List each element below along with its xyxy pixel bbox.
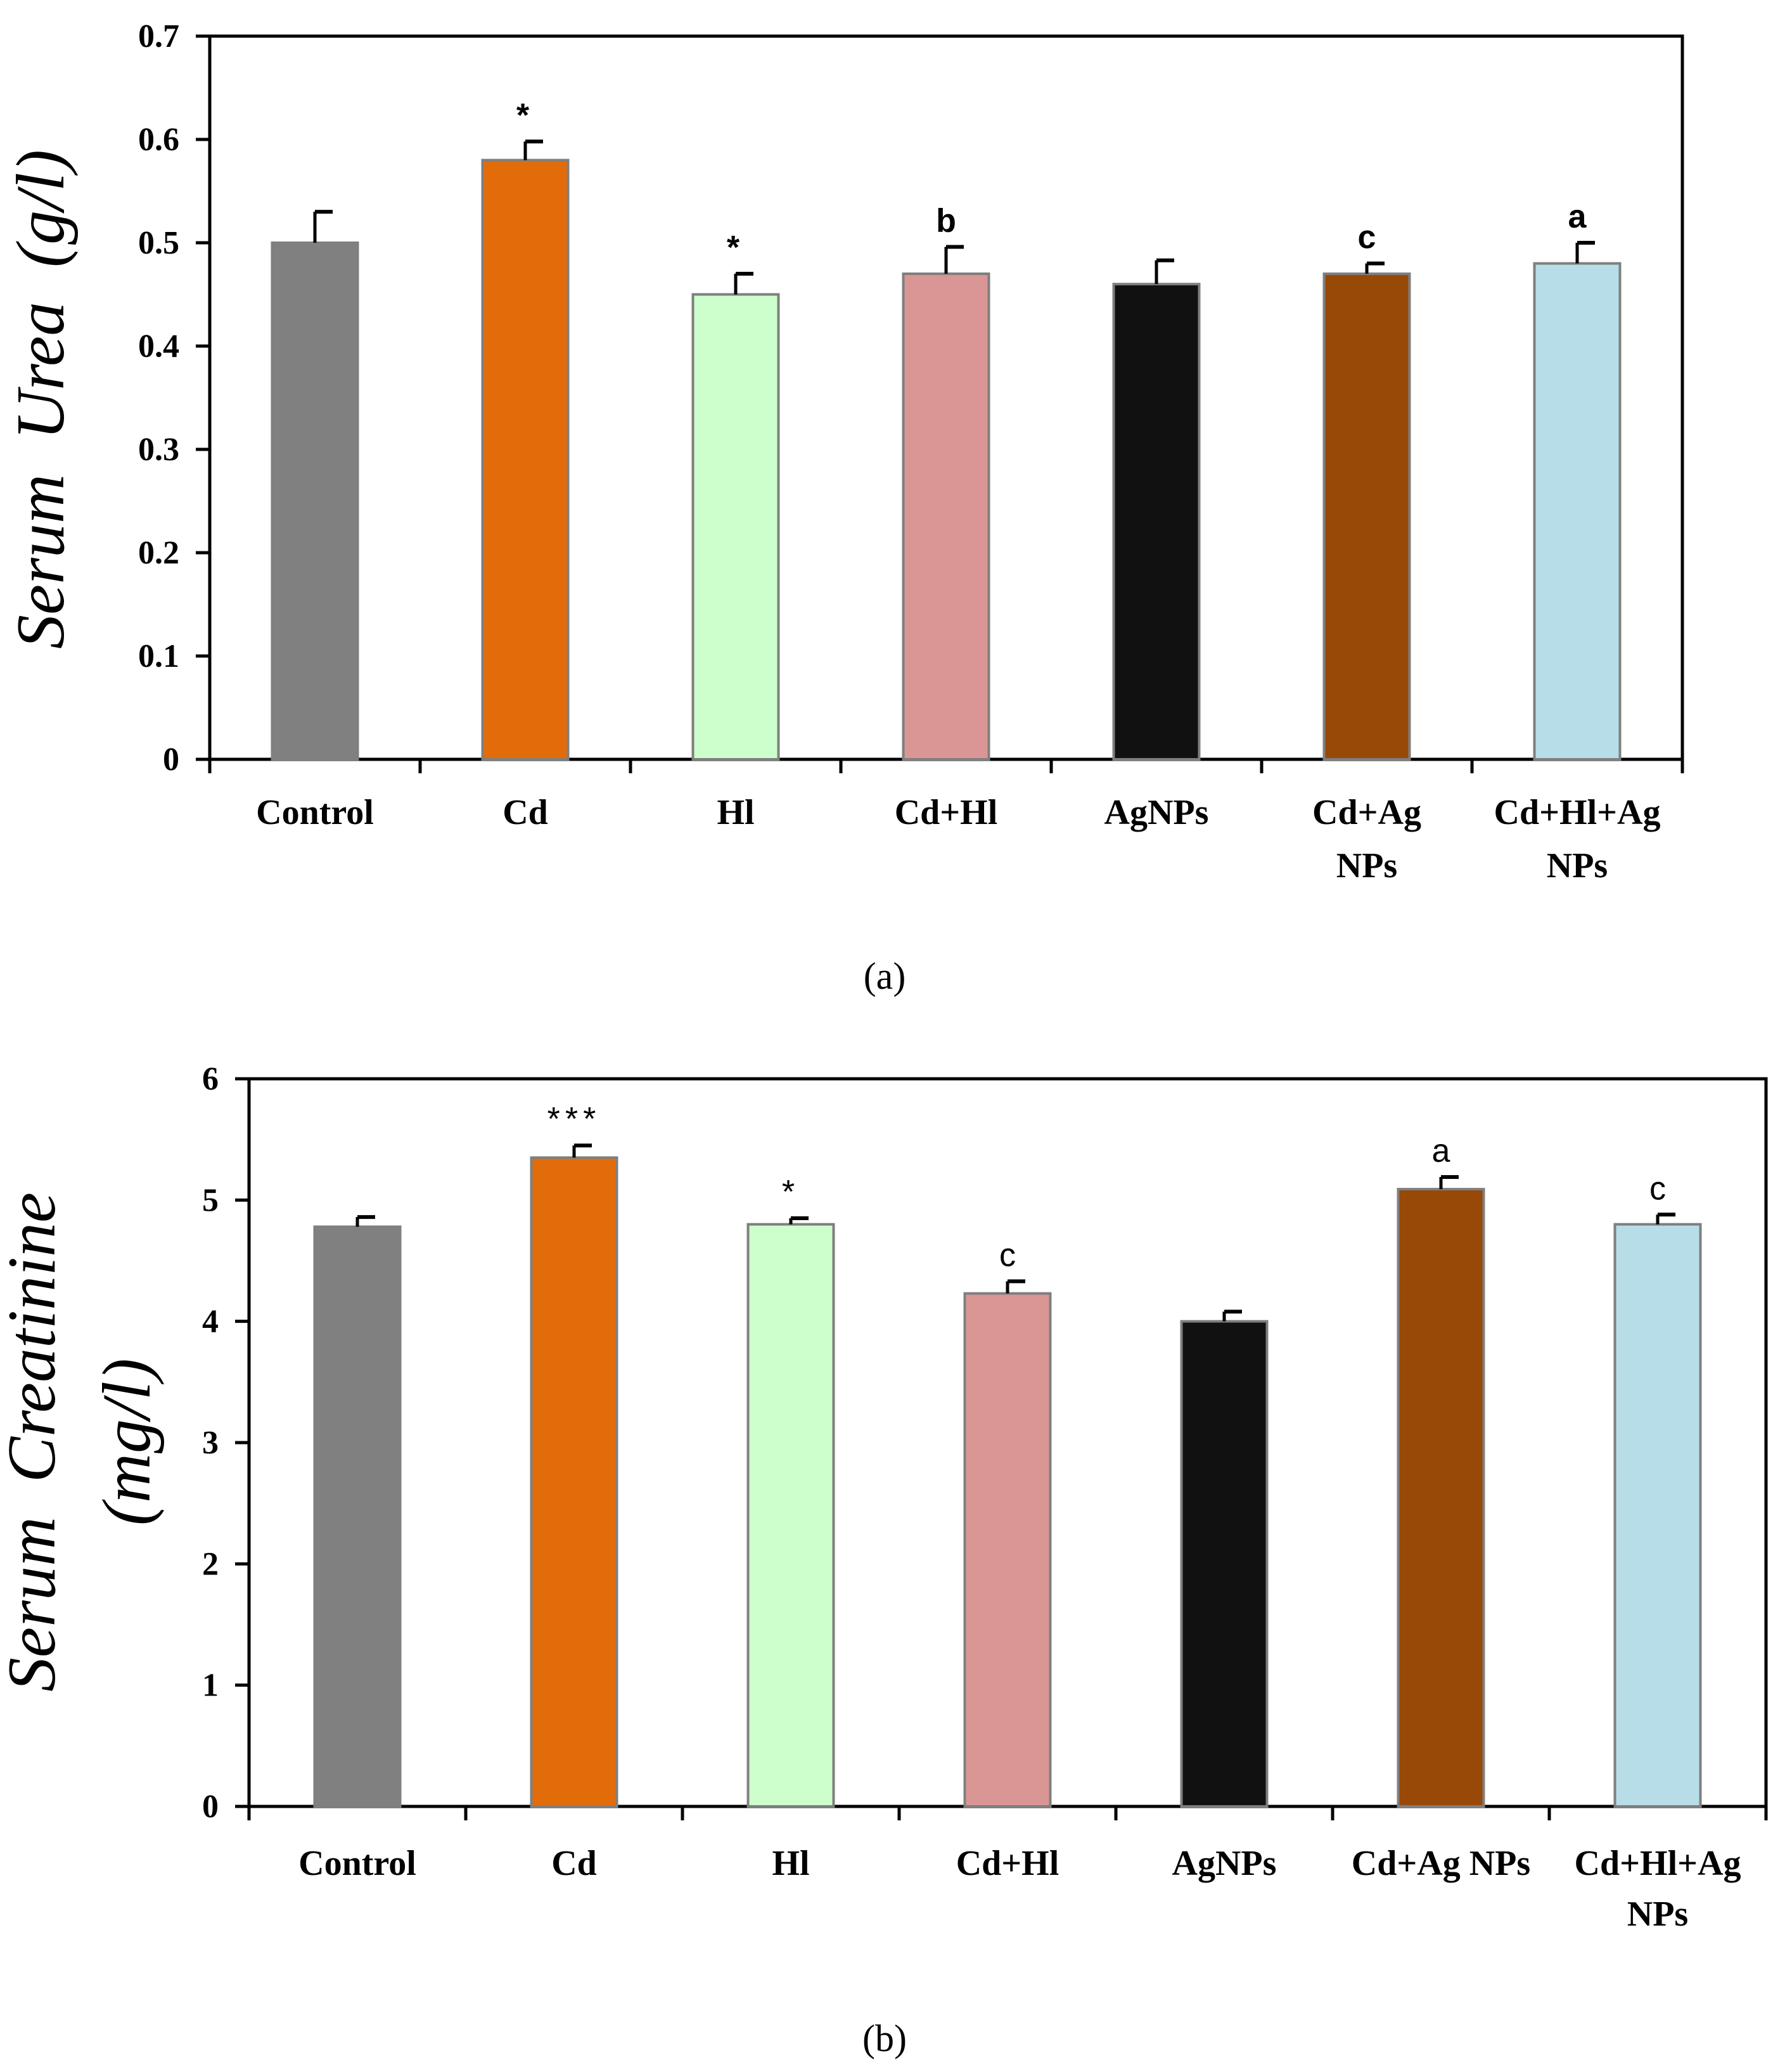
significance-label: a: [1432, 1133, 1450, 1169]
bar: [271, 241, 359, 761]
significance-label: a: [1568, 198, 1587, 235]
y-tick-label: 0.5: [138, 225, 179, 261]
x-category-label: NPs: [1627, 1895, 1688, 1934]
significance-label: *: [782, 1174, 800, 1211]
y-tick-label: 0.7: [138, 18, 179, 55]
significance-label: c: [999, 1237, 1016, 1274]
y-tick-label: 0.2: [138, 535, 179, 571]
y-tick-label: 0.6: [138, 122, 179, 158]
bar: [530, 1156, 618, 1808]
bar: [691, 293, 780, 761]
panel-a-urea-chart: 0 0.1 0.2 0.3 0.4 0.5 0.6 0.7 Control * Cd * Hl b Cd+H…: [3, 18, 1684, 885]
x-category-label: Hl: [772, 1844, 809, 1883]
x-category-label: Cd+Ag: [1312, 793, 1421, 832]
bar: [481, 158, 570, 761]
x-category-label: NPs: [1547, 846, 1608, 885]
bar: [313, 1225, 402, 1808]
y-tick-label: 0: [202, 1789, 219, 1825]
significance-label: ***: [547, 1101, 601, 1138]
y-tick-label: 1: [202, 1668, 219, 1704]
x-category-label: Cd+Hl+Ag: [1575, 1844, 1741, 1883]
bar: [1322, 272, 1411, 761]
y-tick-label: 3: [202, 1425, 219, 1461]
bar: [1397, 1188, 1485, 1808]
significance-label: c: [1358, 219, 1376, 256]
panel-b-caption: (b): [862, 2017, 907, 2059]
significance-label: *: [516, 97, 534, 134]
significance-label: c: [1649, 1170, 1666, 1207]
x-category-label: Cd+Hl: [895, 793, 998, 832]
x-category-label: Cd+Ag NPs: [1352, 1844, 1530, 1883]
y-tick-label: 2: [202, 1546, 219, 1582]
x-category-label: Cd+Hl: [956, 1844, 1059, 1883]
y-tick-label: 0.1: [138, 638, 179, 674]
x-category-label: Control: [298, 1844, 416, 1883]
significance-label: *: [727, 229, 745, 266]
panel-a-caption: (a): [864, 955, 906, 997]
bar: [1613, 1223, 1702, 1808]
y-tick-label: 6: [202, 1061, 219, 1097]
y-tick-label: 5: [202, 1182, 219, 1218]
bar: [1112, 283, 1201, 761]
bar: [746, 1223, 835, 1808]
y-tick-label: 4: [202, 1304, 219, 1340]
y-tick-label: 0.4: [138, 328, 179, 364]
bar: [1180, 1320, 1269, 1808]
significance-label: b: [936, 203, 956, 240]
y-tick-label: 0.3: [138, 432, 179, 468]
x-category-label: Cd+Hl+Ag: [1494, 793, 1661, 832]
x-category-label: AgNPs: [1172, 1844, 1277, 1883]
bar: [1533, 262, 1622, 761]
x-category-label: Hl: [717, 793, 754, 832]
x-category-label: AgNPs: [1104, 793, 1209, 832]
bar: [902, 272, 990, 761]
panel-b-creatinine-chart: 0 1 2 3 4 5 6 Control *** Cd * Hl c Cd+Hl AgNPs a Cd+Ag …: [0, 1061, 1768, 1934]
x-category-label: Cd: [502, 793, 548, 832]
x-category-label: Cd: [551, 1844, 597, 1883]
y-tick-label: 0: [163, 742, 179, 778]
bar: [963, 1292, 1052, 1808]
y-axis-title: (mg/l): [89, 1358, 165, 1526]
y-axis-title: Serum Urea (g/l): [3, 150, 79, 649]
y-axis-title: Serum Creatinine: [0, 1192, 70, 1692]
x-category-label: NPs: [1336, 846, 1397, 885]
x-category-label: Control: [256, 793, 374, 832]
